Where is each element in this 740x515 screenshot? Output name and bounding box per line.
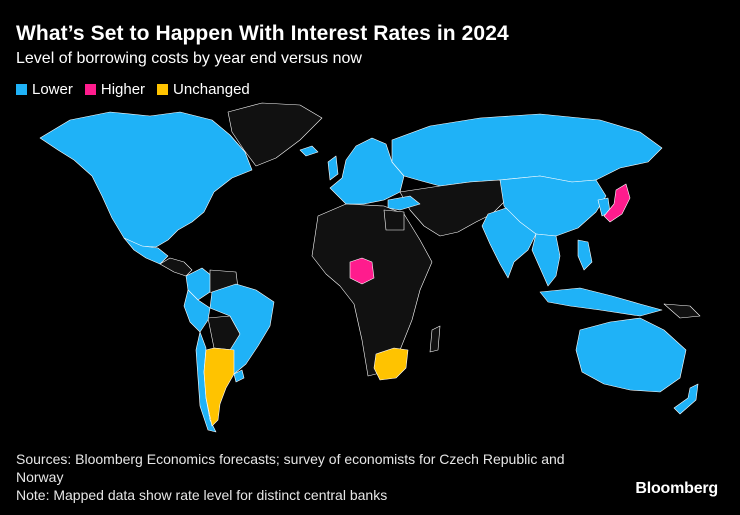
region-south-africa	[373, 347, 409, 381]
legend-label-lower: Lower	[32, 81, 73, 98]
legend-item-lower: Lower	[16, 81, 73, 98]
legend-label-higher: Higher	[100, 81, 146, 98]
region-mexico	[123, 237, 169, 265]
region-indonesia	[539, 287, 663, 317]
region-uruguay	[233, 369, 245, 383]
chart-title: What’s Set to Happen With Interest Rates…	[16, 22, 509, 45]
region-iceland	[299, 145, 319, 157]
region-argentina	[203, 347, 235, 427]
region-peru	[183, 289, 211, 333]
region-russia	[391, 113, 663, 187]
region-uk	[327, 155, 339, 181]
region-southeast-asia	[531, 233, 561, 287]
region-africa	[311, 203, 433, 377]
region-new-zealand	[673, 383, 699, 415]
region-papua	[663, 303, 701, 319]
legend-swatch-lower	[16, 84, 27, 95]
region-australia	[575, 317, 687, 393]
region-greenland	[227, 102, 323, 167]
region-japan	[603, 183, 631, 223]
region-nigeria	[349, 257, 375, 285]
region-philippines	[577, 239, 593, 271]
region-central-america	[159, 257, 193, 277]
region-north-america	[39, 111, 253, 248]
world-map	[39, 102, 701, 433]
legend-item-higher: Higher	[84, 81, 146, 98]
legend-swatch-higher	[84, 84, 96, 95]
region-egypt	[383, 209, 405, 231]
sources-note: Sources: Bloomberg Economics forecasts; …	[16, 451, 565, 485]
legend-item-unchanged: Unchanged	[157, 81, 250, 98]
data-note: Note: Mapped data show rate level for di…	[16, 487, 388, 503]
footer: Sources: Bloomberg Economics forecasts; …	[16, 450, 576, 504]
region-turkey	[387, 195, 421, 211]
bloomberg-logo: Bloomberg	[635, 480, 718, 497]
region-brazil	[209, 283, 275, 375]
region-madagascar	[429, 325, 441, 353]
region-india	[481, 207, 537, 279]
legend-label-unchanged: Unchanged	[173, 81, 250, 98]
region-middle-east	[399, 179, 507, 237]
chart-subtitle: Level of borrowing costs by year end ver…	[16, 50, 362, 67]
legend-swatch-unchanged	[157, 84, 169, 95]
legend: Lower Higher Unchanged	[16, 81, 250, 98]
